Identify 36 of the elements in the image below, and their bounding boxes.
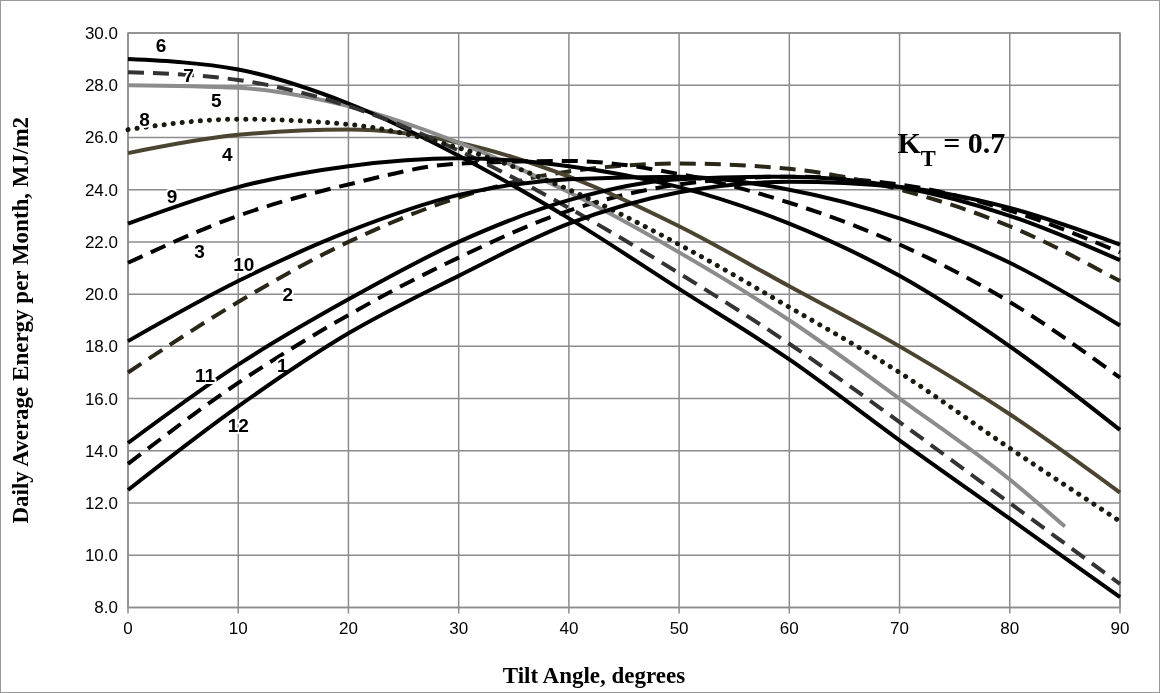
y-tick-label: 10.0 [84, 546, 118, 566]
x-tick-label: 0 [123, 618, 133, 638]
y-tick-label: 26.0 [84, 128, 118, 148]
series-label: 9 [166, 186, 178, 208]
y-tick-label: 30.0 [84, 23, 118, 43]
x-tick-label: 90 [1110, 618, 1130, 638]
y-tick-label: 24.0 [84, 180, 118, 200]
series-label: 5 [210, 90, 222, 112]
x-tick-label: 80 [1000, 618, 1020, 638]
x-tick-label: 70 [890, 618, 910, 638]
series-label: 11 [195, 365, 216, 387]
series-label: 8 [139, 109, 150, 131]
y-tick-label: 8.0 [94, 598, 118, 618]
x-tick-label: 40 [559, 618, 579, 638]
x-axis-title: Tilt Angle, degrees [502, 663, 686, 688]
y-tick-label: 28.0 [84, 76, 118, 96]
annotation: K$_{T}$ = 0.7 [897, 126, 1006, 171]
x-tick-label: 20 [338, 618, 358, 638]
x-tick-label: 10 [228, 618, 248, 638]
series-label: 1 [277, 354, 289, 376]
y-tick-label: 16.0 [84, 389, 118, 409]
series-label: 4 [221, 143, 233, 165]
y-tick-label: 22.0 [84, 232, 118, 252]
series-label: 10 [233, 253, 255, 275]
x-tick-label: 50 [669, 618, 689, 638]
series-label: 12 [227, 415, 249, 437]
y-tick-label: 14.0 [84, 441, 118, 461]
y-tick-label: 20.0 [84, 285, 118, 305]
y-tick-label: 18.0 [84, 337, 118, 357]
y-tick-label: 12.0 [84, 494, 118, 513]
x-tick-label: 60 [779, 618, 799, 638]
series-label: 2 [282, 283, 294, 305]
x-tick-label: 30 [449, 618, 469, 638]
y-axis-title: Daily Average Energy per Month, MJ/m2 [8, 116, 33, 524]
series-label: 6 [155, 35, 167, 57]
series-label: 3 [194, 241, 205, 263]
